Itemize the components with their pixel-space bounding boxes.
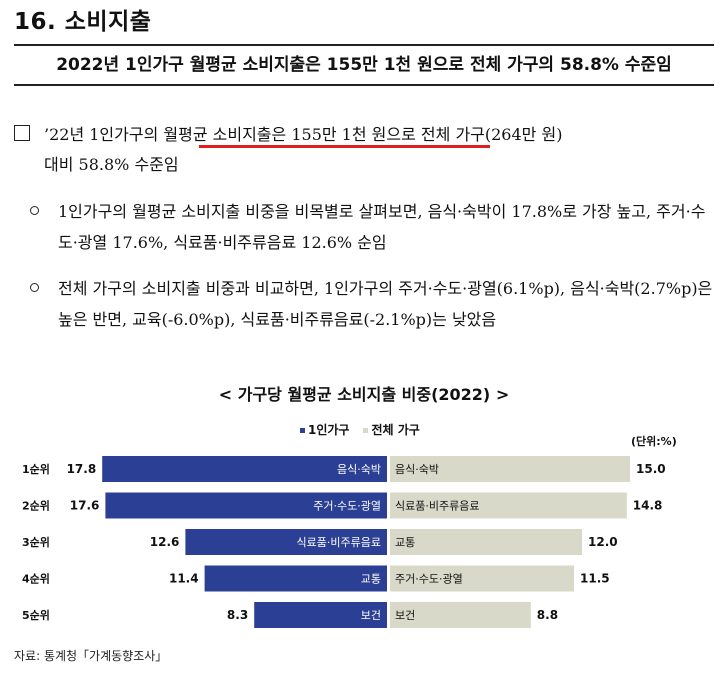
section-title: 16. 소비지출: [14, 9, 152, 35]
legend-swatch: [363, 428, 369, 433]
bullet-paragraph-2: 전체 가구의 소비지출 비중과 비교하면, 1인가구의 주거·수도·광열(6.1…: [58, 279, 713, 329]
bar-category-label: 음식·숙박: [395, 463, 439, 476]
headline-box: 2022년 1인가구 월평균 소비지출은 155만 1천 원으로 전체 가구의 …: [14, 44, 714, 86]
bar-value-label: 14.8: [633, 499, 663, 513]
bar-one-person: [102, 456, 387, 482]
bar-value-label: 12.6: [150, 535, 180, 549]
highlight-underline: [199, 145, 490, 148]
bullet-paragraph-1: 1인가구의 월평균 소비지출 비중을 비목별로 살펴보면, 음식·숙박이 17.…: [58, 202, 706, 252]
bar-category-label: 식료품·비주류음료: [395, 500, 479, 513]
bar-one-person: [185, 529, 387, 555]
bar-one-person: [105, 492, 388, 519]
legend-label: 1인가구: [308, 423, 350, 437]
bar-one-person: [254, 602, 387, 628]
bar-one-person: [204, 565, 387, 592]
bar-category-label: 보건: [395, 609, 415, 622]
bar-category-label: 음식·숙박: [337, 463, 381, 476]
summary-pre: ’22년 1인가구의: [44, 125, 164, 144]
chart-unit: (단위:%): [631, 435, 677, 448]
bar-value-label: 11.5: [580, 572, 610, 586]
bar-all: [390, 456, 630, 482]
legend-item-one-person: 1인가구: [300, 421, 349, 438]
bar-all: [390, 492, 627, 519]
bar-value-label: 17.6: [70, 499, 100, 513]
bar-all: [390, 529, 582, 555]
bar-value-label: 8.8: [537, 608, 558, 622]
bar-category-label: 식료품·비주류음료: [297, 536, 381, 549]
bar-category-label: 보건: [361, 609, 381, 622]
bar-value-label: 17.8: [67, 462, 97, 476]
bar-category-label: 주거·수도·광열: [313, 500, 381, 513]
rank-label: 5순위: [22, 609, 50, 622]
rank-label: 1순위: [22, 463, 50, 476]
chart-legend: 1인가구 전체 가구: [300, 421, 420, 438]
chart-title: < 가구당 월평균 소비지출 비중(2022) >: [218, 385, 510, 404]
bar-category-label: 주거·수도·광열: [395, 573, 463, 586]
bar-value-label: 11.4: [169, 572, 199, 586]
bar-value-label: 8.3: [227, 608, 248, 622]
bullet-circle-icon: [30, 206, 39, 215]
source-note: 자료: 통계청「가계동향조사」: [14, 649, 168, 663]
legend-item-all: 전체 가구: [363, 421, 420, 438]
legend-swatch: [300, 428, 305, 433]
summary-post: 으로 전체 가구(264만 원): [386, 125, 563, 144]
bar-category-label: 교통: [395, 536, 415, 549]
bullet-circle-icon: [30, 283, 39, 292]
summary-line2: 대비 58.8% 수준임: [44, 155, 179, 174]
legend-label: 전체 가구: [371, 423, 420, 437]
rank-label: 2순위: [22, 500, 50, 513]
summary-highlight: 월평균 소비지출은 155만 1천 원: [163, 125, 387, 144]
rank-label: 3순위: [22, 536, 50, 549]
bar-value-label: 12.0: [588, 535, 618, 549]
bar-value-label: 15.0: [636, 462, 666, 476]
bar-all: [390, 565, 574, 592]
checkbox-square-icon: [14, 125, 30, 141]
rank-label: 4순위: [22, 573, 50, 586]
bar-category-label: 교통: [361, 573, 381, 586]
summary-paragraph: ’22년 1인가구의 월평균 소비지출은 155만 1천 원으로 전체 가구(2…: [44, 120, 716, 180]
bar-all: [390, 602, 531, 628]
